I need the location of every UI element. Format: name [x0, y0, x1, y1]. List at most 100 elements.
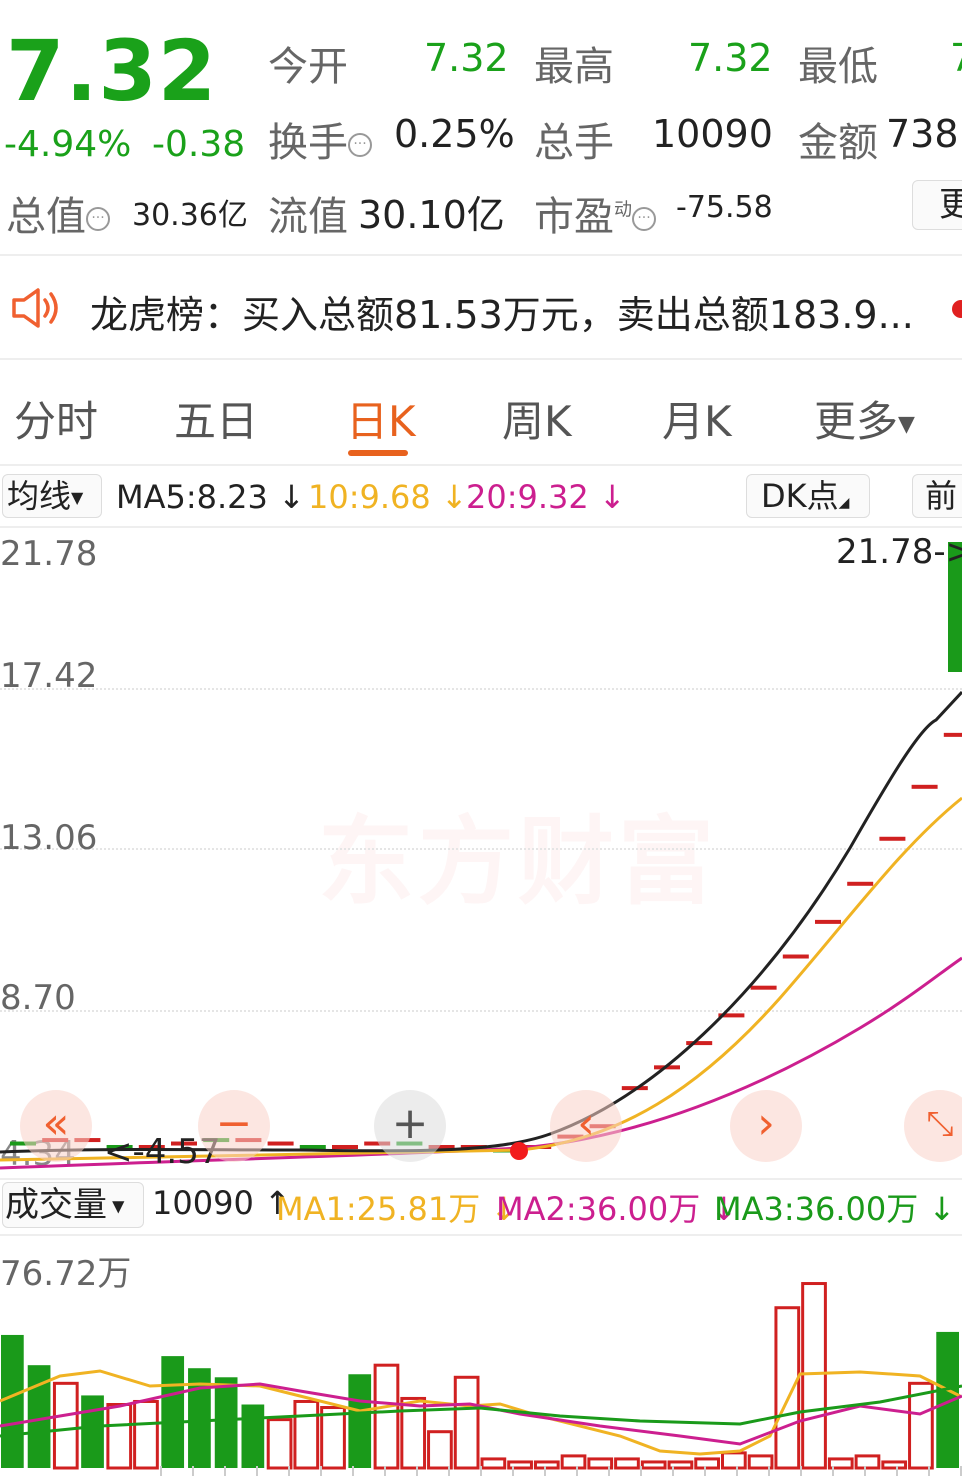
- scroll-far-left-button[interactable]: «: [20, 1090, 92, 1162]
- volume-bar: [427, 1430, 453, 1470]
- price-axis-label: 17.42: [0, 656, 98, 696]
- volume-label: 总手: [534, 120, 614, 166]
- info-icon[interactable]: ···: [348, 133, 372, 157]
- prev-adjust-label: 前: [925, 477, 958, 515]
- ma-legend-bar: 均线▼ MA5:8.23 ↓ 10:9.68 ↓ 20:9.32 ↓ DK点◢ …: [0, 466, 962, 526]
- divider: [0, 1178, 962, 1180]
- arrow-up-icon: ↑: [253, 1184, 291, 1222]
- last-price: 7.32: [6, 22, 218, 120]
- volume-plot: [0, 1282, 962, 1470]
- volume-selector[interactable]: 成交量 ▼: [2, 1182, 144, 1228]
- candle: [10, 1141, 36, 1146]
- vol-ma3-value: MA3:36.00万: [714, 1190, 919, 1228]
- divider: [0, 1234, 962, 1236]
- volume-bar: [188, 1368, 211, 1468]
- volume-bar: [161, 1356, 185, 1468]
- candle: [428, 1144, 455, 1149]
- ma5-legend: MA5:8.23 ↓: [116, 478, 305, 516]
- zoom-out-button[interactable]: −: [198, 1090, 270, 1162]
- active-tab-indicator: [348, 450, 408, 456]
- change-amount: -0.38: [152, 124, 246, 165]
- kline-plot: [0, 542, 962, 1170]
- candle: [750, 985, 777, 990]
- price-axis-label: 13.06: [0, 818, 98, 858]
- tab-intraday[interactable]: 分时: [14, 397, 99, 446]
- more-info-button[interactable]: 更: [912, 180, 962, 230]
- candle: [815, 919, 841, 924]
- volume-chart[interactable]: 76.72万: [0, 1236, 962, 1476]
- pe-label-text: 市盈: [534, 194, 614, 240]
- candle: [847, 881, 874, 886]
- arrow-down-icon: ↓: [700, 1190, 738, 1228]
- candle: [948, 542, 962, 672]
- ma10-value: 10:9.68: [308, 478, 431, 516]
- ma20-legend: 20:9.32 ↓: [466, 478, 626, 516]
- dk-point-label: DK点: [761, 477, 839, 515]
- volume-legend-bar: 成交量 ▼ 10090 ↑ MA1:25.81万 ↓ MA2:36.00万 ↓ …: [0, 1180, 962, 1234]
- volume-bar: [936, 1331, 959, 1468]
- tab-more[interactable]: 更多▼: [814, 388, 915, 449]
- vol-ma1-value: MA1:25.81万: [276, 1190, 481, 1228]
- amount-value: 738: [886, 112, 959, 156]
- price-axis-label: 21.78: [0, 534, 98, 574]
- ma-selector-label: 均线: [7, 477, 72, 515]
- watermark: 东方财富: [318, 806, 718, 918]
- divider: [0, 254, 962, 256]
- tab-monthly-k[interactable]: 月K: [662, 397, 732, 446]
- caret-down-icon: ▼: [107, 1196, 125, 1216]
- kline-chart[interactable]: 东方财富 21.78 17.42 13.06 8.70 4.34 21.78->…: [0, 528, 962, 1178]
- candle: [332, 1144, 358, 1149]
- total-cap-label: 总值 ···: [6, 184, 110, 242]
- scroll-right-button[interactable]: ›: [730, 1090, 802, 1162]
- vol-ma1-line: [0, 1369, 961, 1456]
- tab-daily-k[interactable]: 日K: [346, 397, 416, 446]
- low-value: 7: [950, 36, 962, 80]
- prev-adjust-button[interactable]: 前: [912, 474, 962, 518]
- turnover-label-text: 换手: [268, 120, 348, 166]
- low-label: 最低: [798, 44, 878, 90]
- gridline: [0, 848, 962, 850]
- candle: [718, 1013, 745, 1018]
- float-cap-label: 流值: [268, 194, 348, 240]
- tab-more-label: 更多: [814, 397, 899, 446]
- volume-bars: [1, 1282, 959, 1470]
- volume-bar: [293, 1399, 320, 1470]
- volume-bar: [320, 1406, 346, 1470]
- candle: [686, 1041, 713, 1046]
- candle: [106, 1144, 133, 1149]
- gridline: [0, 688, 962, 690]
- pe-value: -75.58: [676, 190, 773, 225]
- date-tick-strip: [160, 1466, 962, 1476]
- tab-five-day[interactable]: 五日: [174, 397, 259, 446]
- notice-text: 龙虎榜：买入总额81.53万元，卖出总额183.9...: [90, 293, 914, 337]
- info-icon[interactable]: ···: [632, 207, 656, 231]
- fullscreen-button[interactable]: ⤡: [904, 1090, 962, 1162]
- candle: [138, 1144, 165, 1149]
- ma-selector[interactable]: 均线▼: [2, 474, 102, 518]
- unread-dot: [952, 300, 962, 318]
- candle: [171, 1141, 197, 1146]
- dk-signal-dot: [510, 1142, 528, 1160]
- volume-axis-max: 76.72万: [0, 1254, 132, 1294]
- max-price-marker: 21.78->: [836, 532, 962, 572]
- vol-ma2-legend: MA2:36.00万 ↓: [496, 1184, 737, 1230]
- candles: [10, 542, 962, 1153]
- volume-bar: [241, 1404, 265, 1468]
- tab-weekly-k[interactable]: 周K: [502, 397, 572, 446]
- dk-point-button[interactable]: DK点◢: [746, 474, 870, 518]
- divider: [0, 526, 962, 528]
- notice-bar[interactable]: 龙虎榜：买入总额81.53万元，卖出总额183.9...: [0, 260, 962, 356]
- arrow-down-icon: ↓: [588, 478, 626, 516]
- high-value: 7.32: [688, 36, 773, 80]
- candle: [911, 784, 938, 789]
- volume-bar: [133, 1399, 159, 1470]
- zoom-in-button[interactable]: +: [374, 1090, 446, 1162]
- vol-ma2-line: [0, 1382, 962, 1446]
- vol-ma1-legend: MA1:25.81万 ↓: [276, 1184, 517, 1230]
- speaker-icon: [12, 288, 58, 328]
- scroll-left-button[interactable]: ‹: [550, 1090, 622, 1162]
- vol-ma3-line: [0, 1384, 962, 1438]
- info-icon[interactable]: ···: [86, 207, 110, 231]
- volume-bar: [1, 1334, 24, 1468]
- change-percent: -4.94%: [4, 124, 132, 165]
